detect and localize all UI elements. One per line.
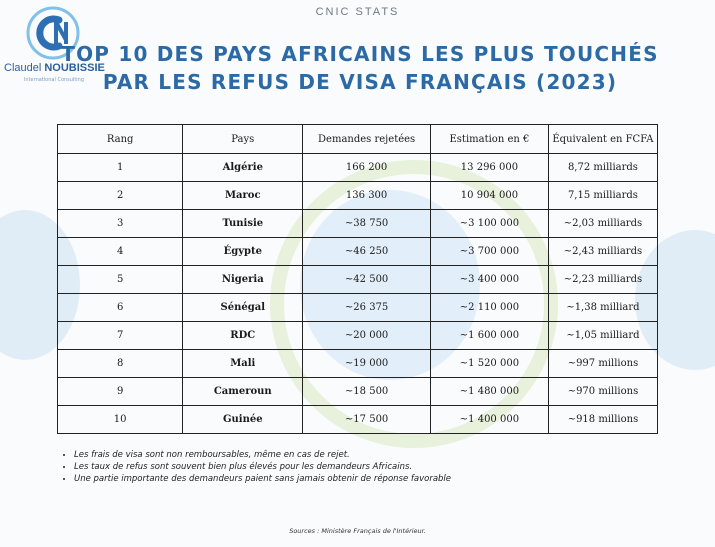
logo-name-bold: NOUBISSIE [44,62,105,74]
cell-country: Mali [182,349,304,378]
cell-fcfa: ~2,23 milliards [547,265,659,294]
page-title: TOP 10 DES PAYS AFRICAINS LES PLUS TOUCH… [60,40,660,96]
cell-euro: ~2 110 000 [429,293,549,322]
cell-country: Tunisie [182,209,304,238]
cell-euro: ~1 600 000 [429,321,549,350]
logo-name: Claudel NOUBISSIE [4,62,105,74]
table-row: 8 Mali ~19 000 ~1 520 000 ~997 millions [56,349,659,378]
cell-fcfa: ~2,43 milliards [547,237,659,266]
cell-rank: 10 [56,405,184,434]
cell-fcfa: 8,72 milliards [547,153,659,182]
logo-subtitle: International Consulting [23,77,85,83]
table-row: 2 Maroc 136 300 10 904 000 7,15 milliards [56,181,659,210]
table-row: 7 RDC ~20 000 ~1 600 000 ~1,05 milliard [56,321,659,350]
cell-rejected: ~18 500 [302,377,431,406]
cell-fcfa: ~1,05 milliard [547,321,659,350]
cell-fcfa: ~997 millions [547,349,659,378]
cell-fcfa: ~2,03 milliards [547,209,659,238]
table-row: 5 Nigeria ~42 500 ~3 400 000 ~2,23 milliards [56,265,659,294]
table-row: 3 Tunisie ~38 750 ~3 100 000 ~2,03 milliards [56,209,659,238]
cell-rejected: ~26 375 [302,293,431,322]
cell-fcfa: ~970 millions [547,377,659,406]
header-fcfa: Équivalent en FCFA [547,124,659,154]
cell-rejected: 166 200 [302,153,431,182]
note-item: Une partie importante des demandeurs pai… [74,473,674,485]
cell-rank: 7 [56,321,184,350]
cell-rejected: ~38 750 [302,209,431,238]
cell-country: Maroc [182,181,304,210]
cell-euro: ~1 480 000 [429,377,549,406]
kicker-label: CNIC STATS [315,6,400,18]
cell-country: Cameroun [182,377,304,406]
cell-country: Nigeria [182,265,304,294]
note-item: Les frais de visa sont non remboursables… [74,449,674,461]
company-logo: Claudel NOUBISSIE International Consulti… [4,6,105,88]
cell-fcfa: ~1,38 milliard [547,293,659,322]
cell-euro: ~3 100 000 [429,209,549,238]
cell-country: Algérie [182,153,304,182]
cell-rank: 5 [56,265,184,294]
table-row: 9 Cameroun ~18 500 ~1 480 000 ~970 millions [56,377,659,406]
header-estimation: Estimation en € [429,124,549,154]
table-row: 4 Égypte ~46 250 ~3 700 000 ~2,43 milliards [56,237,659,266]
cell-country: RDC [182,321,304,350]
cell-euro: ~1 400 000 [429,405,549,434]
cell-fcfa: ~918 millions [547,405,659,434]
cell-rank: 3 [56,209,184,238]
cell-country: Sénégal [182,293,304,322]
note-item: Les taux de refus sont souvent bien plus… [74,461,674,473]
table-row: 10 Guinée ~17 500 ~1 400 000 ~918 millions [56,405,659,434]
title-line-1: TOP 10 DES PAYS AFRICAINS LES PLUS TOUCH… [61,42,659,66]
header-demandes: Demandes rejetées [302,124,431,154]
title-line-2: PAR LES REFUS DE VISA FRANÇAIS (2023) [102,70,618,94]
cell-rank: 8 [56,349,184,378]
cell-euro: 13 296 000 [429,153,549,182]
cell-rank: 4 [56,237,184,266]
header-pays: Pays [182,124,304,154]
cell-rank: 1 [56,153,184,182]
visa-refusal-table: Rang Pays Demandes rejetées Estimation e… [56,124,659,434]
cell-rank: 2 [56,181,184,210]
cell-rejected: ~20 000 [302,321,431,350]
logo-name-light: Claudel [4,62,45,74]
table-header-row: Rang Pays Demandes rejetées Estimation e… [56,124,659,154]
cell-euro: 10 904 000 [429,181,549,210]
cell-rejected: ~46 250 [302,237,431,266]
cell-rejected: ~19 000 [302,349,431,378]
cell-rejected: ~17 500 [302,405,431,434]
cell-fcfa: 7,15 milliards [547,181,659,210]
cell-euro: ~1 520 000 [429,349,549,378]
logo-mark-icon [26,6,80,60]
cell-rejected: ~42 500 [302,265,431,294]
header-rang: Rang [56,124,184,154]
cell-euro: ~3 400 000 [429,265,549,294]
table-row: 6 Sénégal ~26 375 ~2 110 000 ~1,38 milliard [56,293,659,322]
cell-rejected: 136 300 [302,181,431,210]
data-table-container: Rang Pays Demandes rejetées Estimation e… [56,124,659,434]
source-citation: Sources : Ministère Français de l'Intéri… [289,527,426,535]
cell-country: Égypte [182,237,304,266]
table-row: 1 Algérie 166 200 13 296 000 8,72 milliards [56,153,659,182]
cell-euro: ~3 700 000 [429,237,549,266]
cell-country: Guinée [182,405,304,434]
notes-list: Les frais de visa sont non remboursables… [60,449,674,485]
cell-rank: 6 [56,293,184,322]
cell-rank: 9 [56,377,184,406]
